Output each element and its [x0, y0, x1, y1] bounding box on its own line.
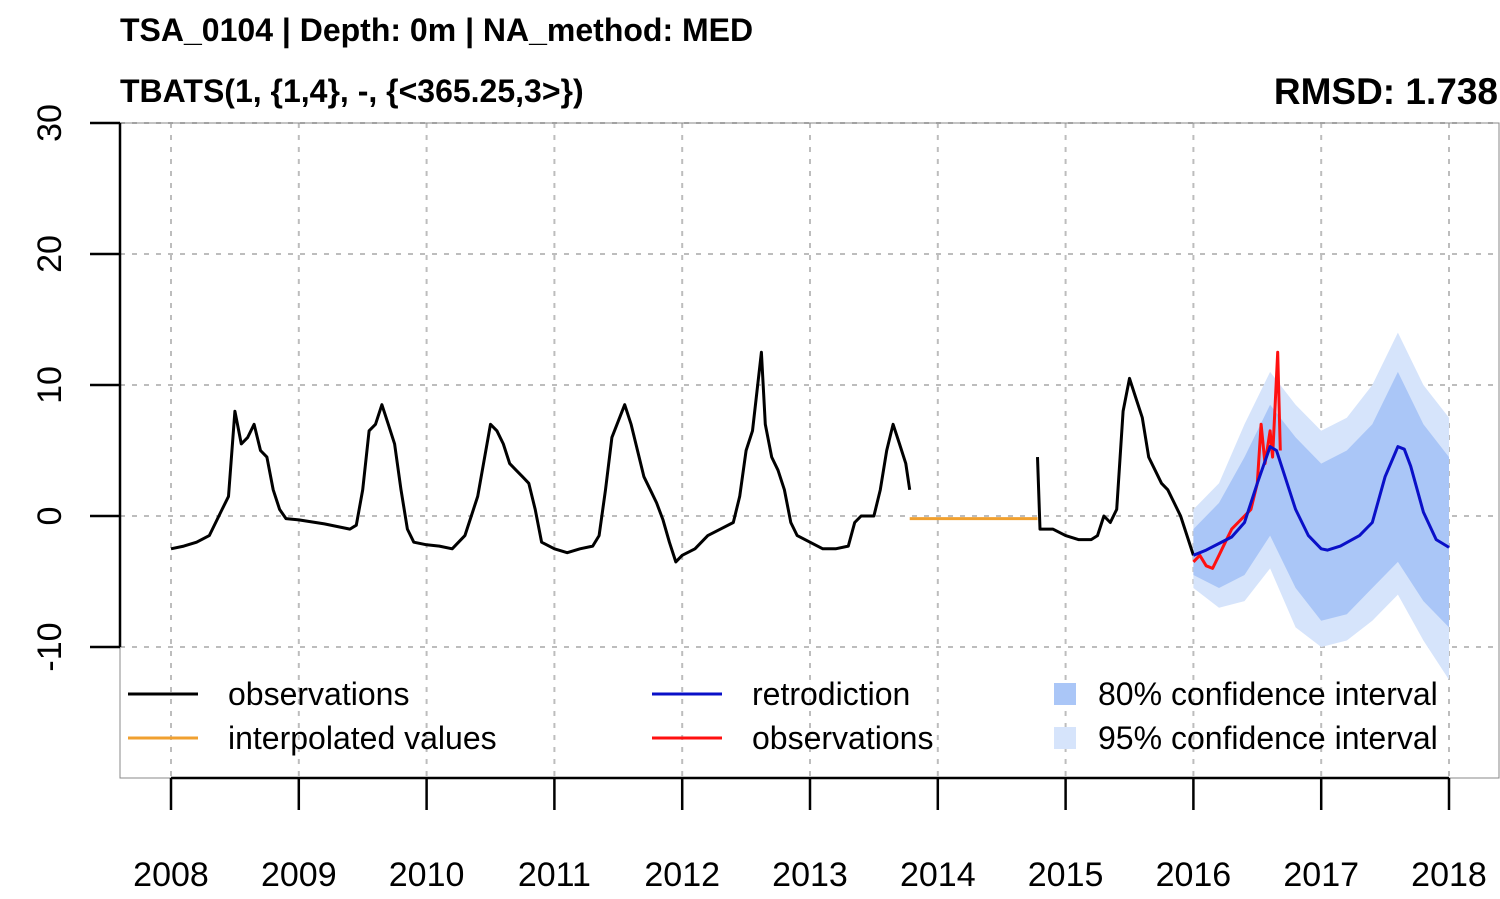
chart-title-line1: TSA_0104 | Depth: 0m | NA_method: MED	[120, 12, 754, 48]
y-tick-label: 20	[31, 235, 69, 273]
legend-label: observations	[752, 720, 933, 756]
legend-label: observations	[228, 676, 409, 712]
rmsd-label: RMSD: 1.738	[1273, 71, 1498, 112]
x-tick-label: 2014	[900, 856, 976, 894]
legend-label: 80% confidence interval	[1098, 676, 1438, 712]
x-tick-label: 2008	[133, 856, 209, 894]
legend-swatch	[1054, 683, 1076, 705]
legend: observations interpolated values retrodict…	[128, 676, 1438, 756]
x-tick-label: 2017	[1283, 856, 1359, 894]
x-tick-label: 2009	[261, 856, 337, 894]
x-axis: 2008 2009 2010 2011 2012 2013 2014 2015 2016 2017…	[133, 776, 1487, 894]
series-line-retrodiction	[1192, 445, 1450, 557]
x-tick-label: 2018	[1411, 856, 1487, 894]
legend-label: interpolated values	[228, 720, 497, 756]
x-tick-label: 2012	[644, 856, 720, 894]
ci80-band	[1193, 371, 1449, 628]
legend-label: retrodiction	[752, 676, 910, 712]
series-line-observations	[170, 350, 912, 564]
y-tick-label: 10	[31, 366, 69, 404]
x-tick-label: 2016	[1156, 856, 1232, 894]
x-tick-label: 2011	[518, 856, 591, 894]
x-tick-label: 2015	[1028, 856, 1104, 894]
x-tick-label: 2013	[772, 856, 848, 894]
series-line-observations-test-	[1192, 350, 1282, 570]
confidence-bands	[1193, 332, 1449, 680]
y-axis: -10 0 10 20 30	[31, 104, 122, 672]
y-tick-label: -10	[31, 622, 69, 671]
y-tick-label: 0	[31, 507, 69, 526]
data-lines	[170, 350, 1450, 570]
series-line-observations	[1036, 376, 1195, 556]
chart-title-line2: TBATS(1, {1,4}, -, {<365.25,3>})	[120, 73, 584, 109]
legend-label: 95% confidence interval	[1098, 720, 1438, 756]
grid	[120, 122, 1500, 778]
x-tick-label: 2010	[389, 856, 465, 894]
y-tick-label: 30	[31, 104, 69, 142]
legend-swatch	[1054, 727, 1076, 749]
